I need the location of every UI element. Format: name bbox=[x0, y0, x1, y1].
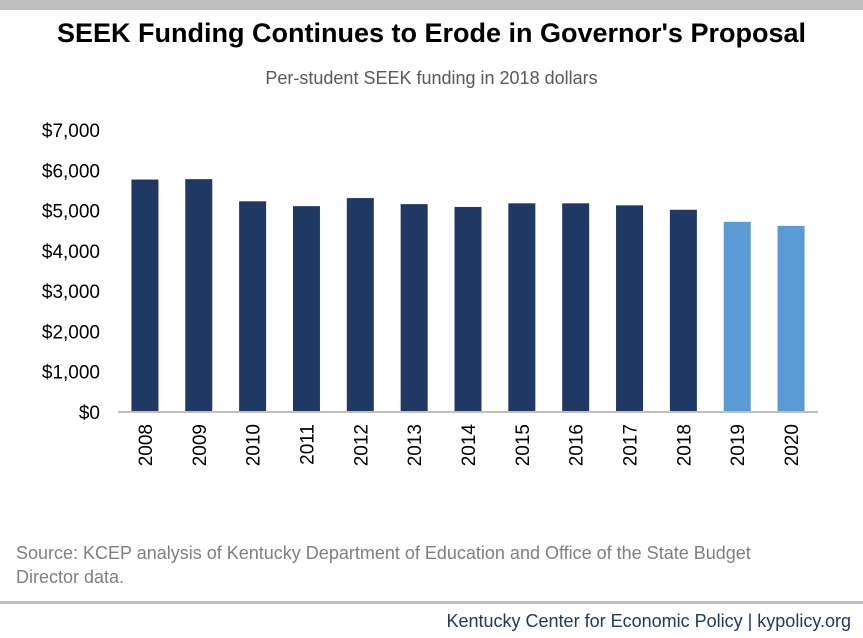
bar-2010 bbox=[239, 201, 267, 412]
bar-2012 bbox=[346, 198, 374, 412]
x-tick-label: 2019 bbox=[728, 424, 749, 466]
y-tick-label: $7,000 bbox=[42, 121, 100, 142]
bar-2018 bbox=[669, 209, 697, 412]
bar-2016 bbox=[562, 203, 590, 412]
x-tick-label: 2020 bbox=[782, 424, 803, 466]
x-tick-label: 2008 bbox=[136, 424, 157, 466]
x-tick-label: 2018 bbox=[674, 424, 695, 466]
chart-subtitle: Per-student SEEK funding in 2018 dollars bbox=[265, 68, 598, 88]
bar-2009 bbox=[185, 179, 213, 412]
x-tick-label: 2013 bbox=[405, 424, 426, 466]
x-tick-label: 2012 bbox=[351, 424, 372, 466]
bar-2011 bbox=[292, 206, 320, 412]
x-tick-label: 2009 bbox=[190, 424, 211, 466]
y-tick-label: $1,000 bbox=[42, 363, 100, 384]
y-tick-label: $5,000 bbox=[42, 202, 100, 223]
y-tick-label: $0 bbox=[79, 403, 100, 424]
x-tick-label: 2014 bbox=[459, 424, 480, 467]
bottom-divider bbox=[0, 601, 863, 604]
bar-chart: $0 $1,000 $2,000 $3,000 $4,000 $5,000 $6,000 $7… bbox=[42, 121, 818, 467]
x-tick-label: 2010 bbox=[244, 424, 265, 466]
x-tick-label: 2011 bbox=[297, 424, 318, 465]
bar-2013 bbox=[400, 204, 428, 412]
bar-2019 bbox=[723, 221, 751, 412]
bar-2020 bbox=[777, 225, 805, 412]
bar-2014 bbox=[454, 206, 482, 412]
y-tick-label: $3,000 bbox=[42, 282, 100, 303]
y-tick-label: $2,000 bbox=[42, 322, 100, 343]
top-border bbox=[0, 0, 863, 10]
source-note: Source: KCEP analysis of Kentucky Depart… bbox=[16, 543, 751, 587]
y-tick-label: $6,000 bbox=[42, 161, 100, 182]
y-tick-label: $4,000 bbox=[42, 242, 100, 263]
x-tick-label: 2016 bbox=[567, 424, 588, 466]
x-tick-label: 2015 bbox=[513, 424, 534, 466]
chart-title: SEEK Funding Continues to Erode in Gover… bbox=[57, 18, 806, 48]
bar-2008 bbox=[131, 179, 159, 412]
x-tick-label: 2017 bbox=[621, 424, 642, 466]
footer-credit: Kentucky Center for Economic Policy | ky… bbox=[446, 611, 852, 631]
bar-2017 bbox=[616, 205, 644, 412]
bar-2015 bbox=[508, 203, 536, 412]
